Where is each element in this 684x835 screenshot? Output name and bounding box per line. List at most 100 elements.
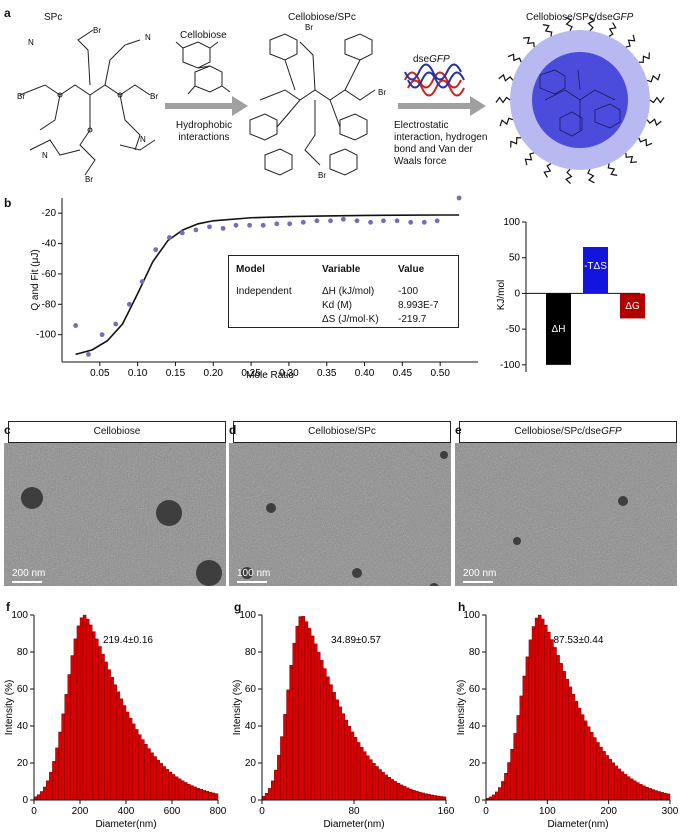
br-label-3: Br (150, 92, 158, 101)
histogram-bar (632, 780, 637, 801)
tem-particle (156, 500, 182, 526)
histogram-bar (639, 784, 643, 801)
histogram-bar (70, 655, 75, 801)
dls-x-tick-label: 200 (72, 806, 89, 817)
dls-histogram: 0 20 40 60 80 100 0 100 200 300 Diameter(nm) Intens… (456, 610, 679, 830)
histogram-bar (513, 733, 517, 801)
histogram-bar (304, 621, 309, 801)
itc-x-tick-label: 0.15 (166, 368, 186, 379)
histogram-bar (507, 762, 511, 801)
histogram-bar (663, 792, 668, 801)
dls-x-tick-label: 160 (438, 806, 455, 817)
svg-text:Br: Br (305, 23, 313, 32)
histogram-bar (347, 725, 352, 801)
histogram-bar (110, 676, 114, 801)
tem-particle (429, 583, 439, 586)
histogram-bar (657, 791, 662, 801)
energy-bar-label: -TΔS (584, 261, 607, 272)
panel-label-g: g (234, 600, 242, 614)
itc-y-tick-label: -40 (42, 239, 57, 250)
histogram-bar (402, 786, 407, 801)
panel-label-h: h (458, 600, 466, 614)
histogram-bar (73, 638, 78, 801)
histogram-bar (43, 786, 47, 801)
itc-data-point (408, 219, 414, 225)
itc-data-point (247, 222, 252, 228)
dls-y-axis-label: Intensity (%) (232, 680, 243, 736)
tem-particle (440, 451, 448, 459)
histogram-bar (559, 663, 563, 801)
histogram-bar (55, 747, 59, 801)
tem-image (455, 443, 677, 586)
itc-y-tick-label: -60 (42, 269, 57, 280)
itc-data-point (260, 222, 266, 228)
histogram-bar (122, 705, 127, 801)
histogram-bar (393, 781, 398, 801)
histogram-bar (498, 787, 502, 801)
dls-x-tick-label: 400 (118, 806, 135, 817)
histogram-bar (666, 793, 671, 801)
energy-bar (546, 293, 571, 365)
histogram-bar (107, 669, 111, 801)
histogram-bar (384, 774, 388, 801)
histogram-bar (596, 742, 600, 801)
histogram-bar (580, 714, 585, 801)
histogram-bar (61, 713, 65, 801)
histogram-bar (642, 785, 646, 801)
histogram-bar (101, 653, 105, 801)
thermodynamics-bar-chart: 100 50 0 -50 -100 ΔH -TΔS ΔG KJ/mol (496, 217, 645, 372)
histogram-bar (128, 717, 133, 801)
histogram-bar (654, 790, 658, 801)
itc-data-point (233, 222, 239, 228)
histogram-bar (350, 731, 355, 801)
dls-x-tick-label: 100 (539, 806, 556, 817)
histogram-bar (421, 792, 425, 801)
histogram-bar (329, 684, 333, 801)
histogram-bar (180, 780, 185, 801)
energy-bar-label: ΔG (625, 301, 640, 312)
histogram-bar (378, 769, 382, 801)
histogram-bar (602, 751, 606, 801)
histogram-bar (214, 793, 219, 801)
itc-y-axis-label: Q and Fit (μJ) (30, 249, 41, 310)
histogram-bar (620, 771, 625, 801)
svg-text:N: N (145, 33, 151, 42)
complex1-label: Cellobiose/SPc (288, 12, 356, 23)
itc-data-point (73, 323, 79, 328)
itc-x-tick-label: 0.40 (355, 368, 375, 379)
itc-fit-line (75, 214, 460, 356)
histogram-bar (177, 778, 182, 801)
cellobiose-spc-structure (249, 33, 376, 176)
tem-particle (241, 567, 253, 579)
histogram-bar (611, 762, 616, 801)
histogram-bar (147, 748, 151, 801)
histogram-bar (586, 726, 591, 801)
histogram-bar (82, 614, 87, 801)
tem-title-box: Cellobiose/SPc/dseGFP (459, 421, 677, 443)
itc-x-tick-label: 0.10 (128, 368, 148, 379)
histogram-bar (184, 782, 188, 801)
histogram-bar (636, 782, 640, 801)
histogram-bar (295, 625, 299, 801)
histogram-bar (356, 742, 361, 801)
histogram-bar (211, 792, 216, 801)
dls-x-tick-label: 600 (164, 806, 181, 817)
histogram-bar (504, 772, 508, 801)
dls-y-tick-label: 20 (245, 758, 257, 769)
cellobiose-label: Cellobiose (180, 30, 227, 41)
histogram-bar (495, 791, 499, 801)
histogram-bar (396, 783, 401, 801)
histogram-bar (168, 771, 173, 801)
dls-x-tick-label: 0 (483, 806, 489, 817)
histogram-bar (544, 624, 548, 801)
histogram-bar (274, 769, 278, 801)
itc-x-tick-label: 0.30 (279, 368, 299, 379)
table-header-model: Model (236, 264, 265, 275)
histogram-bar (550, 639, 554, 801)
scale-bar-label: 100 nm (237, 568, 271, 579)
scale-bar (237, 581, 267, 583)
histogram-bar (590, 732, 594, 801)
dls-x-tick-label: 80 (348, 806, 360, 817)
histogram-bar (353, 737, 358, 801)
scale-bar (12, 581, 42, 583)
